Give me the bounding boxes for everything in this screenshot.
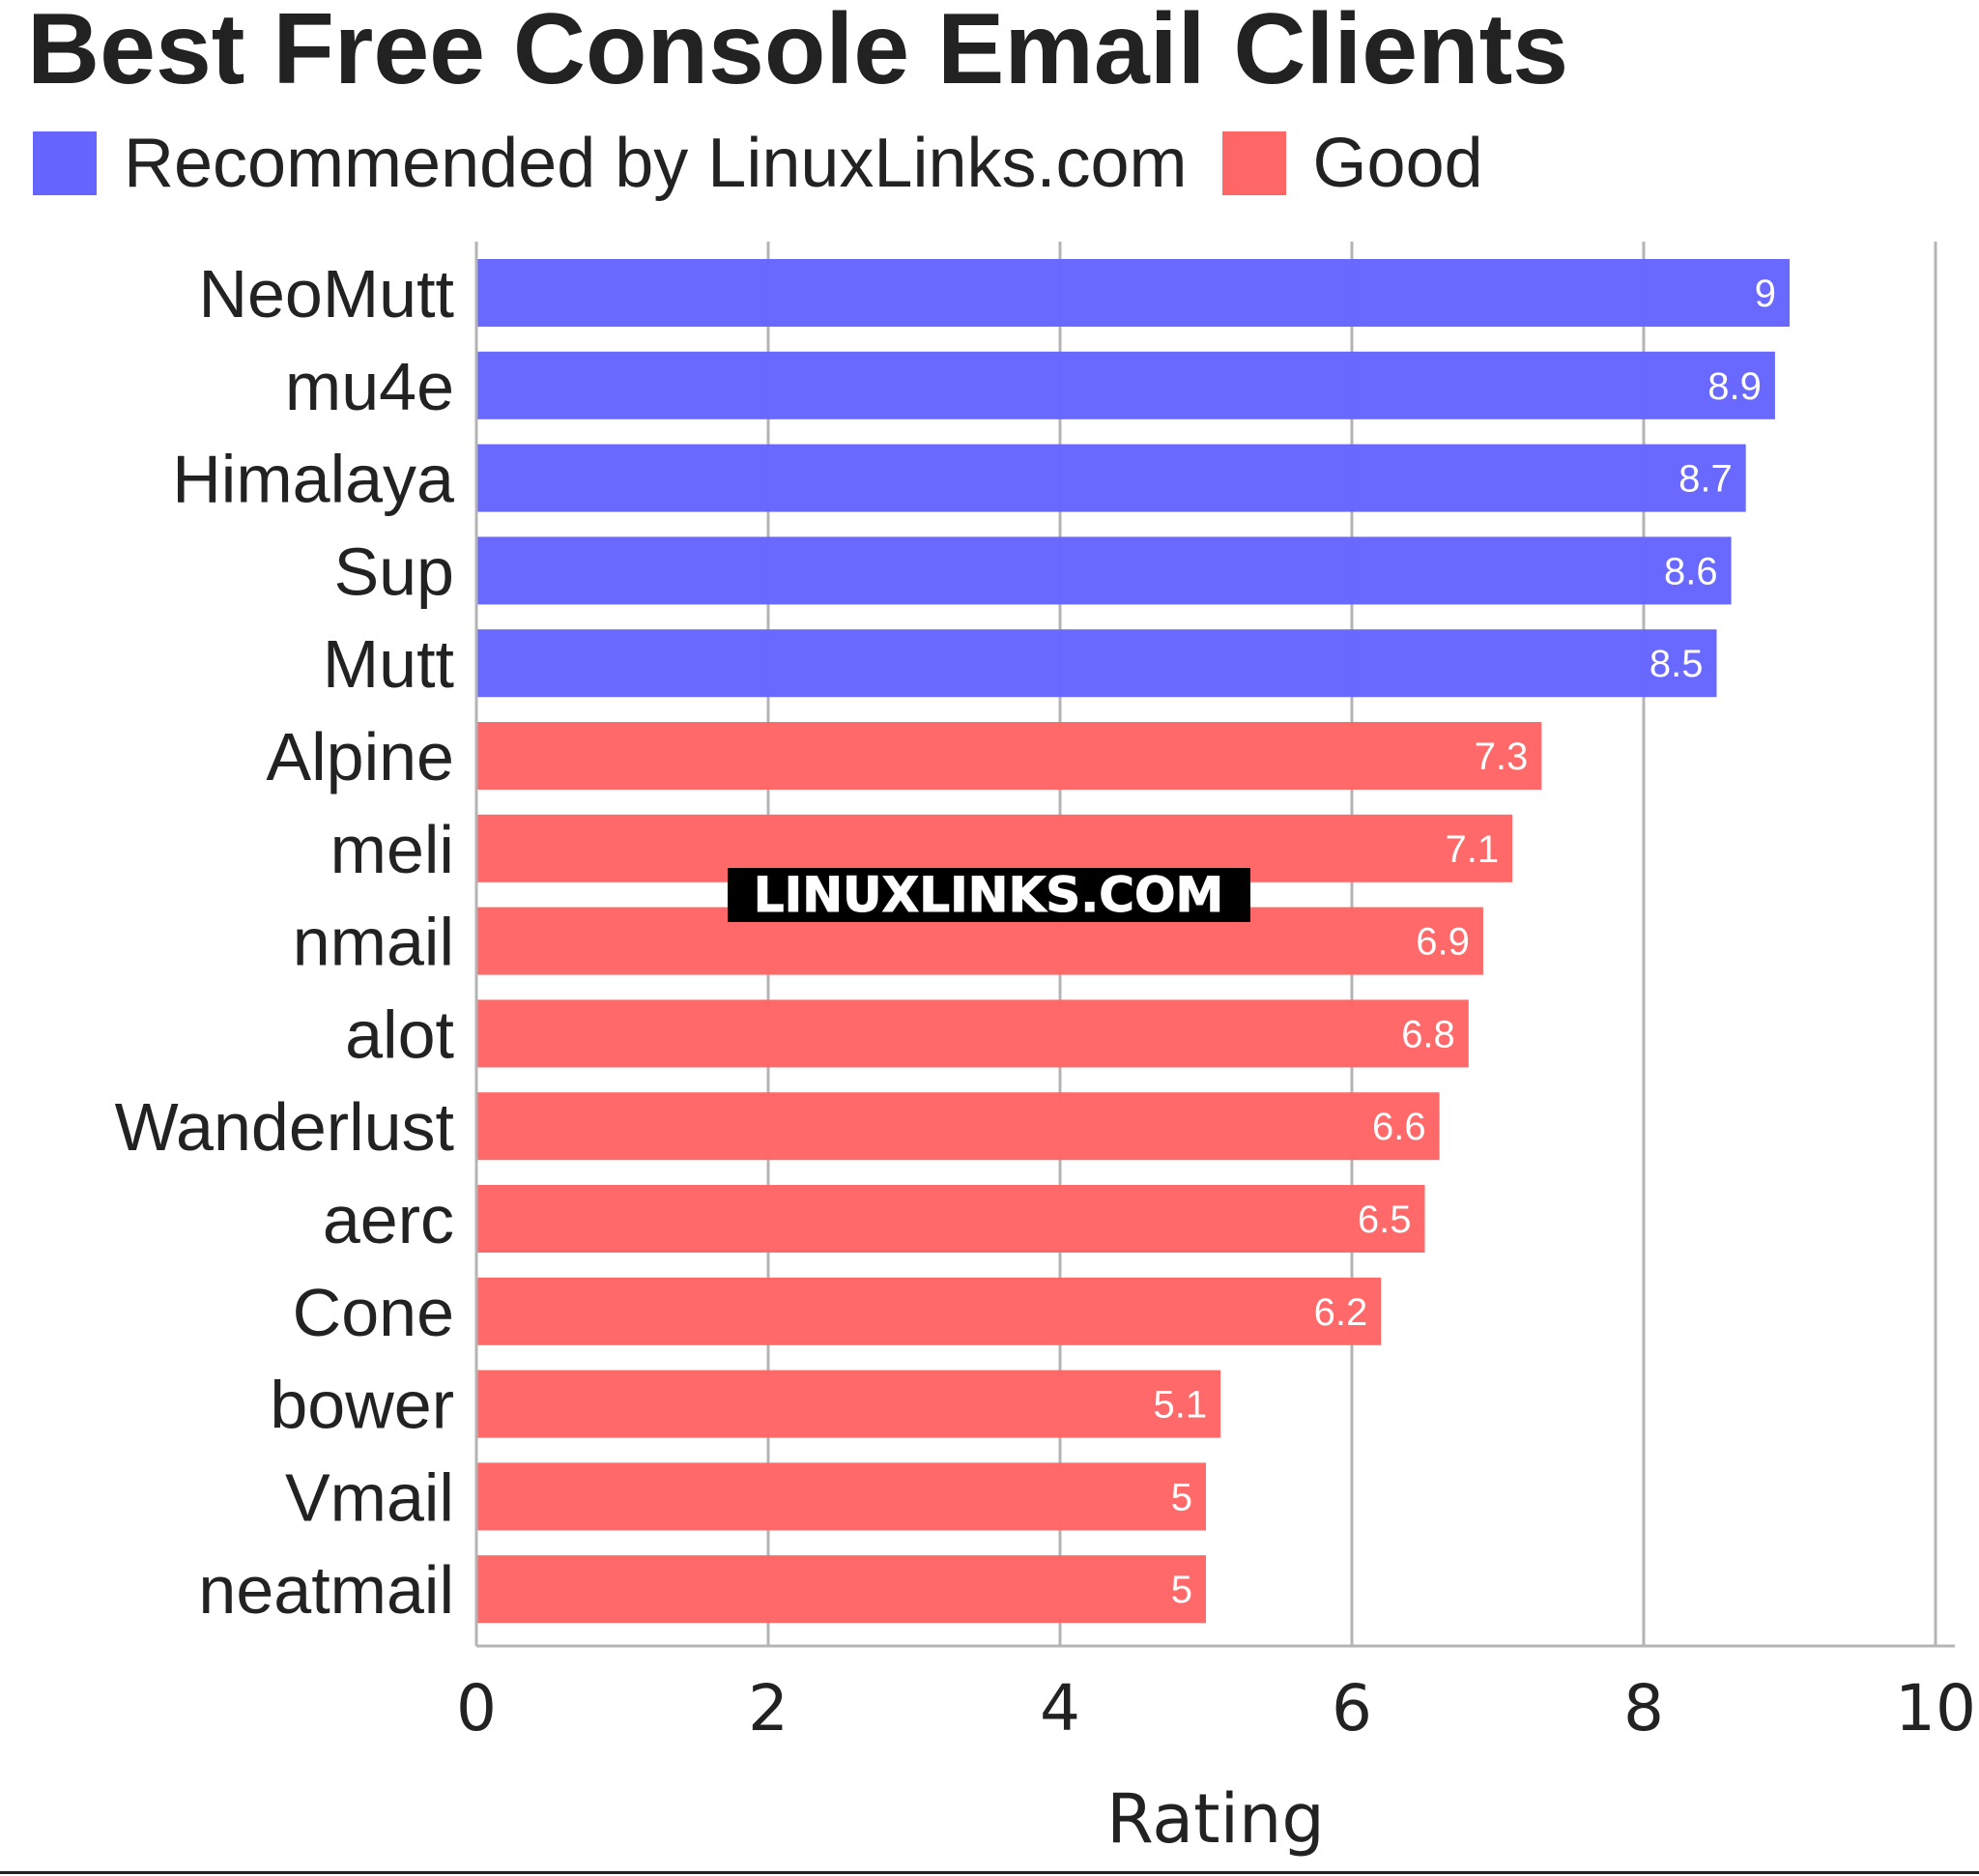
bar-neomutt (476, 259, 1790, 327)
value-label: 9 (1755, 273, 1776, 315)
bar-himalaya (476, 444, 1746, 512)
bar-bower (476, 1370, 1221, 1438)
category-label: bower (270, 1368, 454, 1443)
value-label: 7.3 (1475, 736, 1529, 778)
value-label: 5 (1171, 1569, 1192, 1611)
x-tick-label: 4 (1040, 1671, 1080, 1746)
category-label: Alpine (266, 719, 454, 794)
legend-swatch-recommended (33, 131, 97, 195)
value-label: 5 (1171, 1476, 1192, 1518)
x-tick-label: 0 (456, 1671, 497, 1746)
bar-cone (476, 1277, 1382, 1345)
value-label: 6.2 (1314, 1291, 1368, 1334)
bar-mutt (476, 629, 1717, 698)
category-label: Himalaya (172, 442, 454, 517)
x-tick-label: 8 (1623, 1671, 1664, 1746)
value-label: 5.1 (1153, 1384, 1207, 1427)
category-label: Vmail (285, 1459, 454, 1535)
value-label: 6.8 (1401, 1013, 1455, 1055)
category-label: nmail (293, 905, 454, 980)
category-label: neatmail (198, 1552, 454, 1628)
bar-sup (476, 536, 1732, 605)
value-label: 6.5 (1358, 1198, 1412, 1241)
bottom-rule (0, 1871, 1979, 1874)
legend: Recommended by LinuxLinks.com Good (33, 124, 1518, 203)
category-label: mu4e (285, 349, 454, 424)
bar-aerc (476, 1185, 1425, 1253)
bar-vmail (476, 1462, 1206, 1531)
legend-item-recommended: Recommended by LinuxLinks.com (33, 124, 1188, 203)
legend-swatch-good (1221, 131, 1286, 195)
category-label: Mutt (323, 626, 454, 702)
category-label: NeoMutt (198, 256, 454, 332)
category-label: aerc (323, 1182, 454, 1257)
bar-wanderlust (476, 1092, 1440, 1161)
legend-item-good: Good (1221, 124, 1483, 203)
value-label: 8.9 (1707, 365, 1762, 408)
category-label: Wanderlust (115, 1089, 454, 1165)
value-label: 7.1 (1445, 828, 1499, 871)
bar-neatmail (476, 1555, 1206, 1624)
category-label: Sup (333, 534, 454, 609)
value-label: 8.7 (1678, 458, 1733, 501)
x-tick-label: 2 (748, 1671, 789, 1746)
x-tick-label: 10 (1895, 1671, 1976, 1746)
legend-label-recommended: Recommended by LinuxLinks.com (124, 125, 1188, 202)
chart-title: Best Free Console Email Clients (27, 0, 1569, 105)
bar-alot (476, 999, 1469, 1068)
category-label: meli (330, 812, 454, 887)
x-tick-label: 6 (1332, 1671, 1372, 1746)
value-label: 6.6 (1372, 1106, 1426, 1148)
watermark-text: LINUXLINKS.COM (754, 867, 1223, 923)
category-label: Cone (293, 1275, 454, 1350)
value-label: 8.6 (1664, 550, 1718, 592)
value-label: 6.9 (1416, 921, 1470, 964)
bar-alpine (476, 722, 1542, 790)
bar-mu4e (476, 351, 1775, 419)
watermark: LINUXLINKS.COM (728, 867, 1250, 924)
category-label: alot (345, 996, 454, 1072)
value-label: 8.5 (1649, 643, 1704, 685)
legend-label-good: Good (1312, 125, 1483, 202)
x-axis-label: Rating (1106, 1779, 1325, 1859)
